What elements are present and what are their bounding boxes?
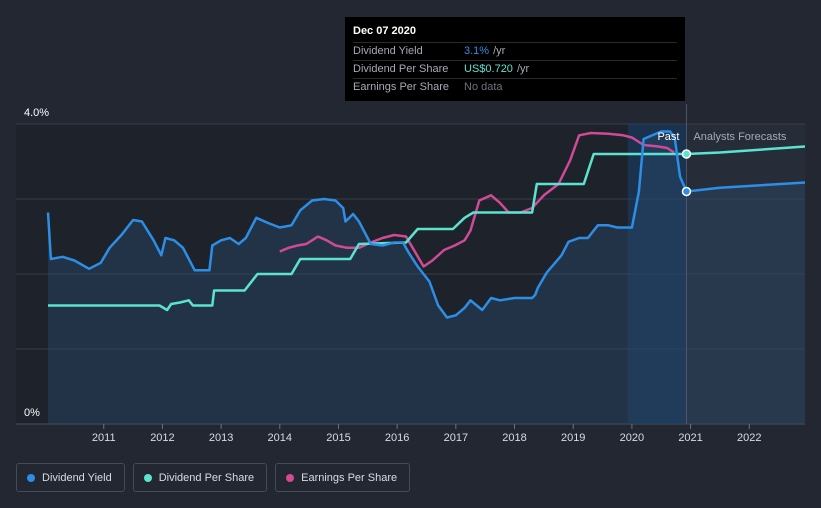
- dividend-yield-marker: [681, 186, 692, 197]
- tooltip-row-label: Dividend Per Share: [353, 63, 449, 75]
- series-markers: [681, 149, 692, 197]
- tooltip-row-dividend-per-share: Dividend Per Share US$0.720 /yr: [353, 60, 677, 78]
- tooltip-row-dividend-yield: Dividend Yield 3.1% /yr: [353, 42, 677, 60]
- x-tick-label: 2018: [502, 432, 526, 444]
- tooltip-row-label: Earnings Per Share: [353, 81, 449, 93]
- legend-item-dividend-yield[interactable]: Dividend Yield: [16, 463, 125, 492]
- x-tick-label: 2022: [737, 432, 761, 444]
- y-axis-top-label: 4.0%: [24, 107, 49, 119]
- dividend-yield-area: [48, 131, 805, 424]
- x-tick-label: 2014: [268, 432, 292, 444]
- tooltip-row-value: 3.1%: [464, 45, 490, 57]
- legend-label: Dividend Per Share: [158, 471, 255, 484]
- legend-dot-icon: [27, 473, 35, 482]
- x-tick-label: 2015: [326, 432, 350, 444]
- tooltip-row-unit: /yr: [516, 63, 530, 75]
- x-tick-label: 2013: [209, 432, 233, 444]
- x-tick-label: 2012: [150, 432, 174, 444]
- legend-dot-icon: [143, 473, 152, 482]
- legend-dot-icon: [286, 473, 295, 482]
- x-tick-label: 2017: [444, 432, 468, 444]
- tooltip: Dec 07 2020 Dividend Yield 3.1% /yr Divi…: [345, 17, 685, 101]
- legend-label: Earnings Per Share: [301, 471, 398, 484]
- tooltip-row-unit: /yr: [493, 45, 506, 57]
- tooltip-row-value: US$0.720: [464, 63, 513, 75]
- highlight-band: [627, 124, 687, 424]
- legend-label: Dividend Yield: [42, 471, 112, 484]
- tooltip-row-earnings-per-share: Earnings Per Share No data: [353, 78, 677, 96]
- earnings-per-share-line: [279, 131, 675, 268]
- x-tick-label: 2011: [92, 432, 116, 444]
- x-tick-label: 2016: [385, 432, 409, 444]
- dividend-per-share-line: [48, 145, 806, 312]
- series-lines: [46, 130, 806, 319]
- dividend-per-share-marker: [681, 149, 692, 159]
- dividend-yield-line: [46, 130, 806, 319]
- legend-item-dividend-per-share[interactable]: Dividend Per Share: [132, 463, 268, 492]
- tooltip-row-value: No data: [464, 81, 503, 93]
- legend-item-earnings-per-share[interactable]: Earnings Per Share: [275, 463, 411, 492]
- forecast-region-label: Analysts Forecasts: [693, 131, 786, 143]
- y-axis-bottom-label: 0%: [24, 407, 40, 419]
- x-tick-label: 2020: [620, 432, 644, 444]
- past-region-label: Past: [657, 131, 679, 143]
- x-tick-label: 2021: [678, 432, 702, 444]
- tooltip-row-label: Dividend Yield: [353, 45, 423, 57]
- tooltip-date: Dec 07 2020: [353, 25, 416, 37]
- legend: Dividend Yield Dividend Per Share Earnin…: [16, 463, 411, 492]
- x-tick-label: 2019: [561, 432, 585, 444]
- x-axis-ticks: 2011 2012 2013 2014 2015 2016 2017 2018 2019 2020…: [92, 424, 761, 444]
- dividend-chart: 2011 2012 2013 2014 2015 2016 2017 2018 2019 2020…: [16, 104, 806, 444]
